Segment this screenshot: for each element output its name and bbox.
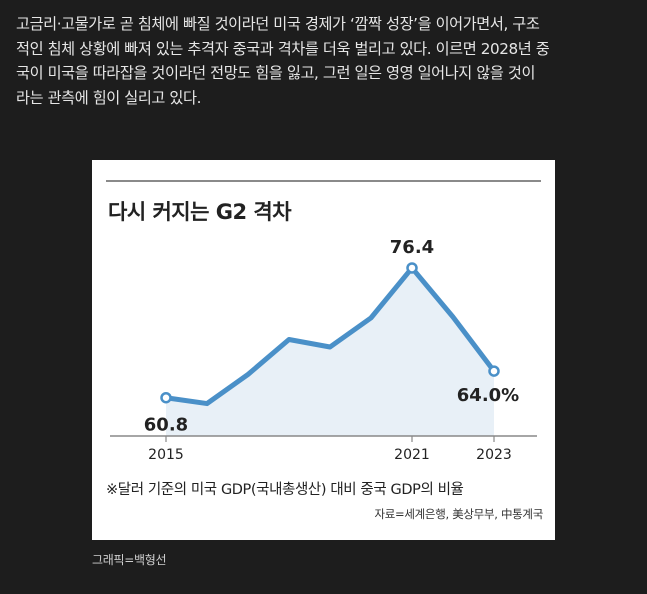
chart-footnote: ※달러 기준의 미국 GDP(국내총생산) 대비 중국 GDP의 비율 — [106, 482, 464, 498]
point-marker-2021 — [406, 262, 418, 274]
article-text: 고금리·고물가로 곧 침체에 빠질 것이라던 미국 경제가 ‘깜짝 성장’을 이… — [16, 12, 636, 110]
article-line: 국이 미국을 따라잡을 것이라던 전망도 힘을 잃고, 그런 일은 영영 일어나… — [16, 64, 536, 82]
graphic-credit: 그래픽=백형선 — [92, 553, 167, 567]
x-tick-label-2021: 2021 — [394, 447, 430, 460]
data-label-2023: 64.0% — [457, 385, 519, 406]
data-label-2015: 60.8 — [144, 415, 188, 436]
chart-plot: 2015 2021 2023 60.8 76.4 64.0% — [110, 237, 537, 460]
article-line: 라는 관측에 힘이 실리고 있다. — [16, 88, 202, 107]
point-marker-2015 — [160, 391, 172, 404]
area-fill — [166, 267, 494, 436]
data-label-2021: 76.4 — [390, 237, 434, 258]
chart-card: 다시 커지는 G2 격차 2015 2021 2023 60.8 76.4 64.0% ※… — [92, 160, 555, 540]
chart-title: 다시 커지는 G2 격차 — [108, 200, 292, 224]
article-line: 적인 침체 상황에 빠져 있는 추격자 중국과 격차를 더욱 벌리고 있다. 이… — [16, 39, 550, 58]
x-tick-label-2015: 2015 — [148, 447, 184, 460]
chart-top-rule — [106, 180, 541, 182]
x-tick-label-2023: 2023 — [476, 447, 512, 460]
series-line — [163, 265, 497, 407]
article-line: 고금리·고물가로 곧 침체에 빠질 것이라던 미국 경제가 ‘깜짝 성장’을 이… — [16, 15, 540, 33]
chart-source: 자료=세계은행, 美상무부, 中통계국 — [374, 507, 543, 521]
point-marker-2023 — [488, 365, 500, 377]
